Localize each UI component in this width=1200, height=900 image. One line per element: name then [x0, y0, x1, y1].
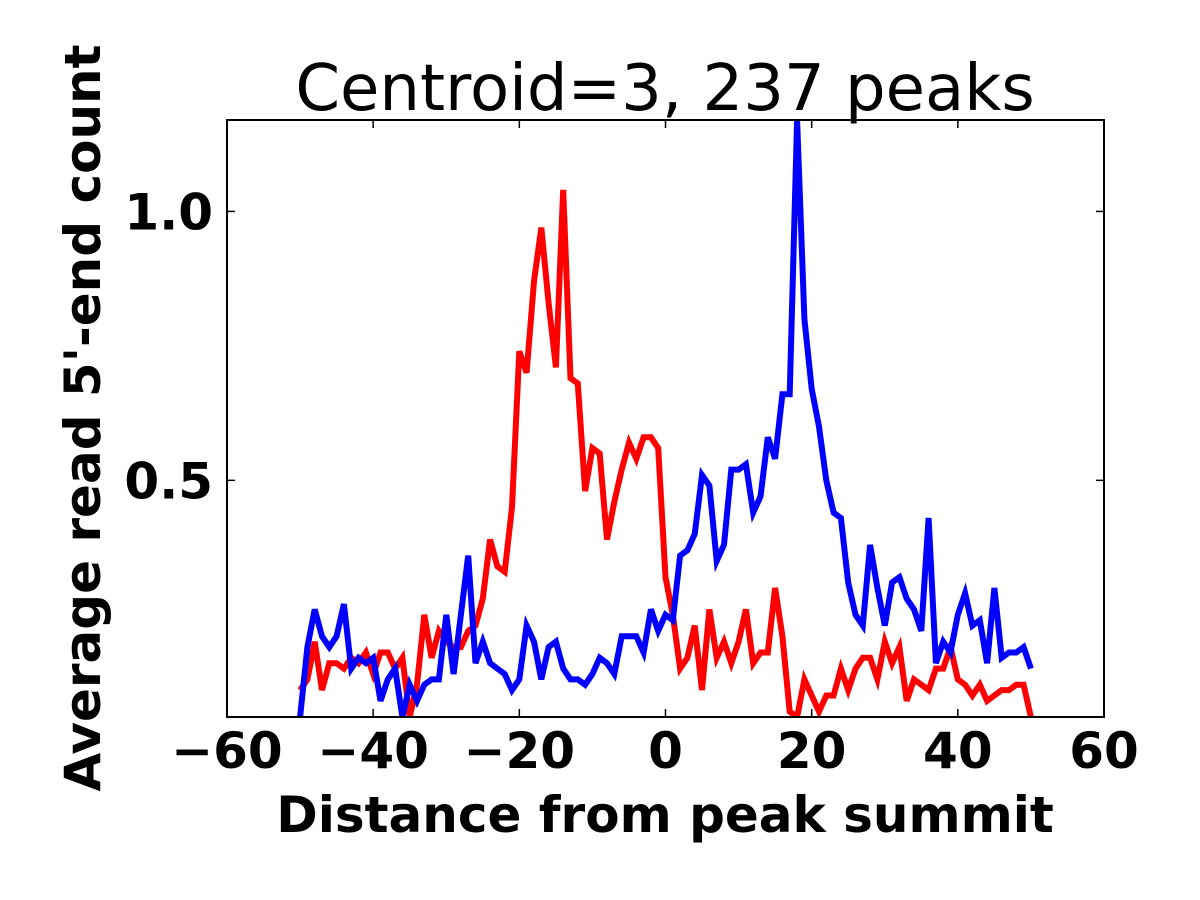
- x-tick-label: −20: [464, 722, 575, 780]
- y-axis-label: Average read 5'-end count: [54, 44, 112, 791]
- x-tick-label: 60: [1069, 722, 1139, 780]
- ticks-layer: −60 −40 −20 0 20 40 60 0.5 1.0: [124, 120, 1139, 780]
- y-tick-label: 1.0: [124, 183, 213, 241]
- x-tick-label: 20: [777, 722, 847, 780]
- series-layer: [297, 120, 1034, 717]
- x-tick-label: −40: [317, 722, 428, 780]
- y-tick-label: 0.5: [124, 452, 213, 510]
- series-line-2: [297, 120, 1034, 717]
- x-tick-label: −60: [171, 722, 282, 780]
- x-tick-label: 40: [923, 722, 993, 780]
- series-line-1: [297, 189, 1034, 717]
- chart-title: Centroid=3, 237 peaks: [295, 52, 1034, 126]
- x-axis-label: Distance from peak summit: [276, 786, 1054, 844]
- x-tick-label: 0: [648, 722, 683, 780]
